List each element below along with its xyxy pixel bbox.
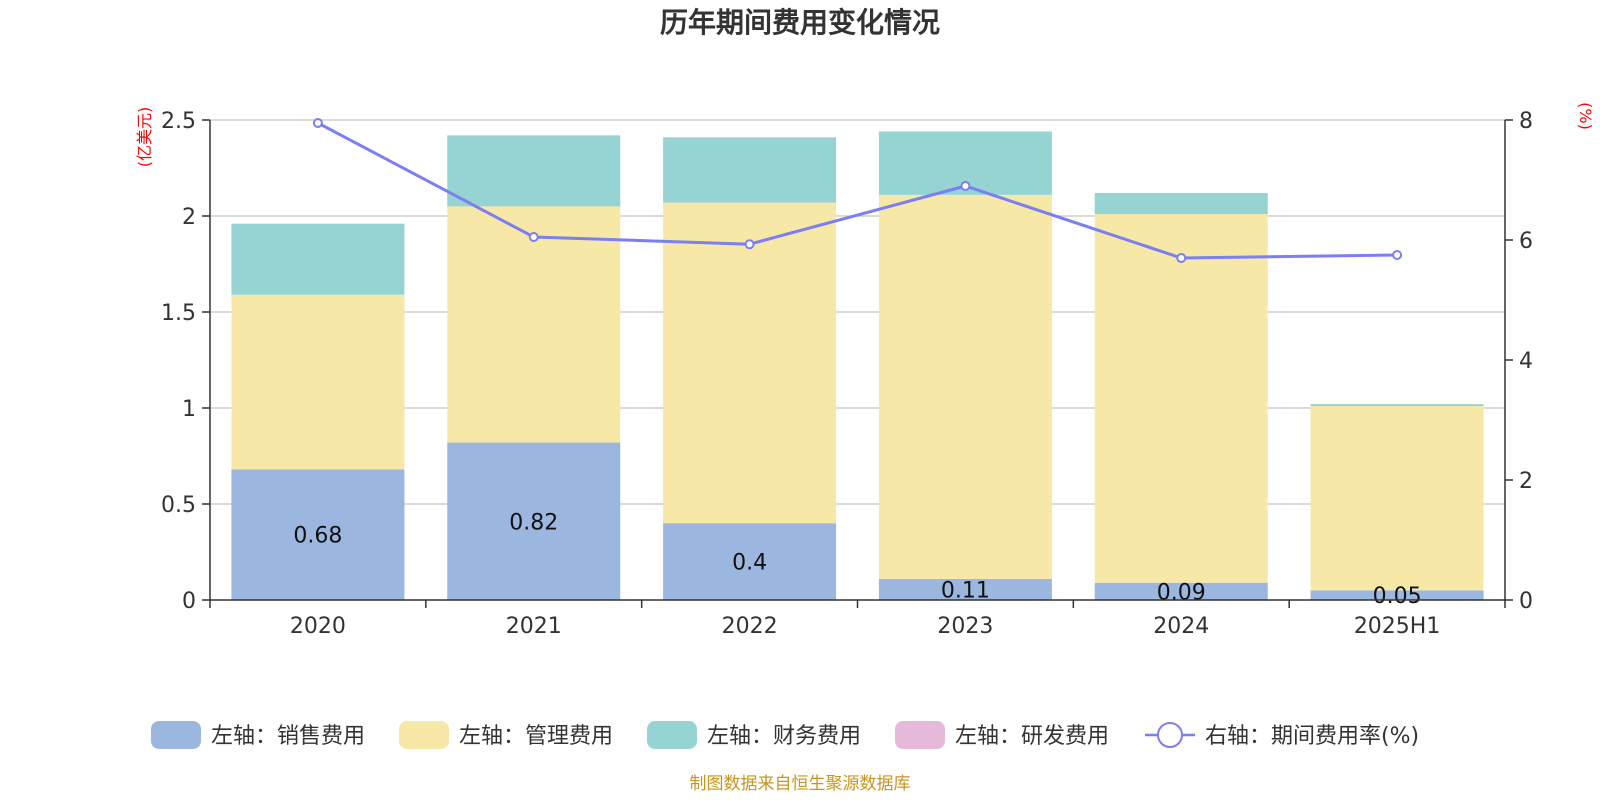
bar-value-label: 0.82 [509, 510, 558, 535]
gridlines [210, 119, 1505, 505]
legend-label: 右轴：期间费用率(%) [1205, 724, 1419, 749]
bars [231, 131, 1484, 600]
right-axis-tick-label: 6 [1519, 229, 1533, 254]
bar-segment [1310, 590, 1484, 600]
legend-swatch [895, 721, 945, 749]
right-axis-tick-label: 4 [1519, 349, 1533, 374]
legend-swatch-marker [1157, 722, 1183, 748]
rate-point [1392, 250, 1403, 260]
bar-segment [878, 194, 1052, 579]
x-axis-tick-label: 2021 [506, 614, 562, 639]
bar-value-label: 0.68 [293, 524, 342, 549]
x-axis-tick-label: 2020 [290, 614, 346, 639]
bar-segment [231, 469, 405, 600]
bar-segment [447, 442, 621, 600]
legend-swatch [647, 721, 697, 749]
x-axis-tick-label: 2025H1 [1354, 614, 1441, 639]
right-axis-unit: (%) [1576, 102, 1595, 130]
rate-point [960, 181, 971, 191]
bar-value-label: 0.09 [1157, 580, 1206, 605]
bar-segment [447, 135, 621, 207]
left-axis-unit: (亿美元) [135, 107, 154, 168]
axes: 0 0.5 1 1.5 2 2.5 0 2 4 6 8 2020 2021 2022 2023 2024 202… [161, 109, 1533, 639]
rate-point [744, 239, 755, 250]
chart-title: 历年期间费用变化情况 [660, 6, 940, 39]
left-axis-tick-label: 0.5 [161, 493, 196, 518]
legend-swatch [399, 721, 449, 749]
right-axis-tick-label: 0 [1519, 589, 1533, 614]
rate-line [312, 118, 1403, 263]
legend-label: 左轴：研发费用 [955, 724, 1109, 749]
left-axis-tick-label: 2 [182, 205, 196, 230]
bar-segment [663, 137, 837, 203]
source-note: 制图数据来自恒生聚源数据库 [690, 774, 911, 794]
rate-point [528, 232, 539, 242]
bar-segment [1094, 582, 1268, 600]
right-axis-tick-label: 2 [1519, 469, 1533, 494]
bar-segment [447, 206, 621, 443]
left-axis-tick-label: 2.5 [161, 109, 196, 134]
bar-segment [1310, 406, 1484, 591]
legend-swatch [151, 721, 201, 749]
bar-segment [1310, 404, 1484, 407]
bar-value-label: 0.4 [732, 551, 767, 576]
legend-label: 左轴：财务费用 [707, 724, 861, 749]
bar-segment [231, 294, 405, 470]
rate-point [1176, 253, 1187, 263]
bar-segment [663, 523, 837, 600]
left-axis-tick-label: 0 [182, 589, 196, 614]
bar-segment [1094, 214, 1268, 583]
legend-label: 左轴：管理费用 [459, 724, 613, 749]
x-axis-tick-label: 2024 [1153, 614, 1209, 639]
bar-segment [1094, 192, 1268, 215]
right-axis-tick-label: 8 [1519, 109, 1533, 134]
left-axis-tick-label: 1.5 [161, 301, 196, 326]
rate-point [312, 118, 323, 128]
legend-label: 左轴：销售费用 [211, 724, 365, 749]
legend: 左轴：销售费用 左轴：管理费用 左轴：财务费用 左轴：研发费用 右轴：期间费用率(%) [151, 721, 1419, 749]
rate-line-path [317, 121, 1398, 260]
left-axis-tick-label: 1 [182, 397, 196, 422]
bar-segment [878, 578, 1052, 600]
bar-value-label: 0.05 [1373, 584, 1422, 609]
x-axis-tick-label: 2022 [722, 614, 778, 639]
bar-segment [231, 223, 405, 295]
bar-segment [663, 202, 837, 524]
x-axis-tick-label: 2023 [937, 614, 993, 639]
